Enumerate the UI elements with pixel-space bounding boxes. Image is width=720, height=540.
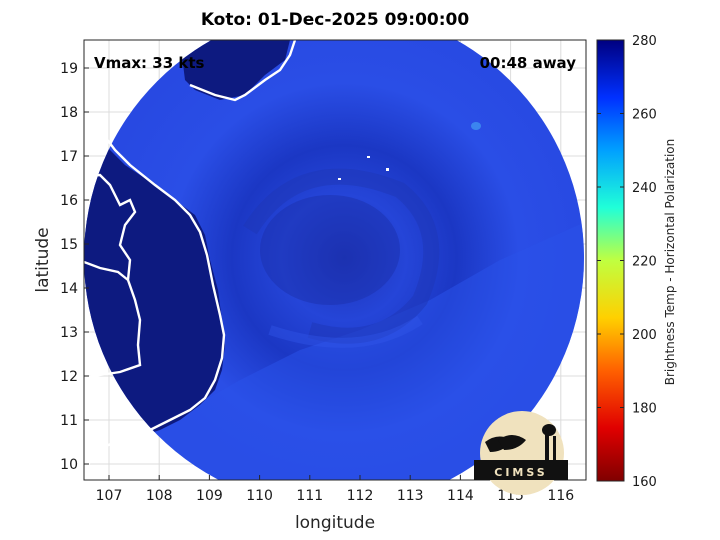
x-tick-label: 109	[196, 488, 223, 504]
map-title: Koto: 01-Dec-2025 09:00:00	[200, 10, 470, 30]
y-tick-label: 19	[60, 61, 78, 77]
svg-text:CIMSS: CIMSS	[494, 466, 547, 479]
x-axis-ticks: 107 108 109 110 111 112 113 114 115 116	[96, 475, 574, 504]
y-tick-label: 12	[60, 369, 78, 385]
y-tick-label: 16	[60, 193, 78, 209]
y-tick-label: 11	[60, 413, 78, 429]
colorbar-label: Brightness Temp - Horizontal Polarizatio…	[663, 139, 677, 386]
colorbar-tick-label: 260	[632, 108, 657, 123]
y-axis-label: latitude	[33, 227, 53, 292]
x-tick-label: 108	[146, 488, 173, 504]
colorbar-tick-label: 220	[632, 255, 657, 270]
x-tick-label: 107	[96, 488, 123, 504]
colorbar-tick-label: 240	[632, 181, 657, 196]
x-tick-label: 114	[447, 488, 474, 504]
y-tick-label: 10	[60, 457, 78, 473]
cimss-logo: CIMSS	[474, 411, 568, 495]
y-tick-label: 13	[60, 325, 78, 341]
colorbar-tick-label: 280	[632, 34, 657, 49]
x-axis-label: longitude	[295, 513, 375, 533]
y-tick-label: 17	[60, 149, 78, 165]
axes-frame	[83, 39, 587, 481]
x-tick-label: 110	[246, 488, 273, 504]
x-tick-label: 113	[397, 488, 424, 504]
y-tick-label: 15	[60, 237, 78, 253]
coastline	[84, 40, 297, 471]
x-tick-label: 116	[547, 488, 574, 504]
colorbar-tick-label: 200	[632, 328, 657, 343]
y-tick-label: 14	[60, 281, 78, 297]
x-tick-label: 111	[296, 488, 323, 504]
time-away-label: 00:48 away	[480, 54, 577, 72]
y-tick-label: 18	[60, 105, 78, 121]
y-axis-ticks: 19 18 17 16 15 14 13 12 11 10	[60, 61, 89, 473]
x-tick-label: 112	[347, 488, 374, 504]
colorbar-ticks: 280 260 240 220 200 180 160	[597, 34, 657, 490]
colorbar-tick-label: 160	[632, 475, 657, 490]
colorbar-tick-label: 180	[632, 402, 657, 417]
colorbar	[596, 39, 625, 482]
vmax-label: Vmax: 33 kts	[94, 54, 204, 72]
islands	[102, 156, 389, 433]
